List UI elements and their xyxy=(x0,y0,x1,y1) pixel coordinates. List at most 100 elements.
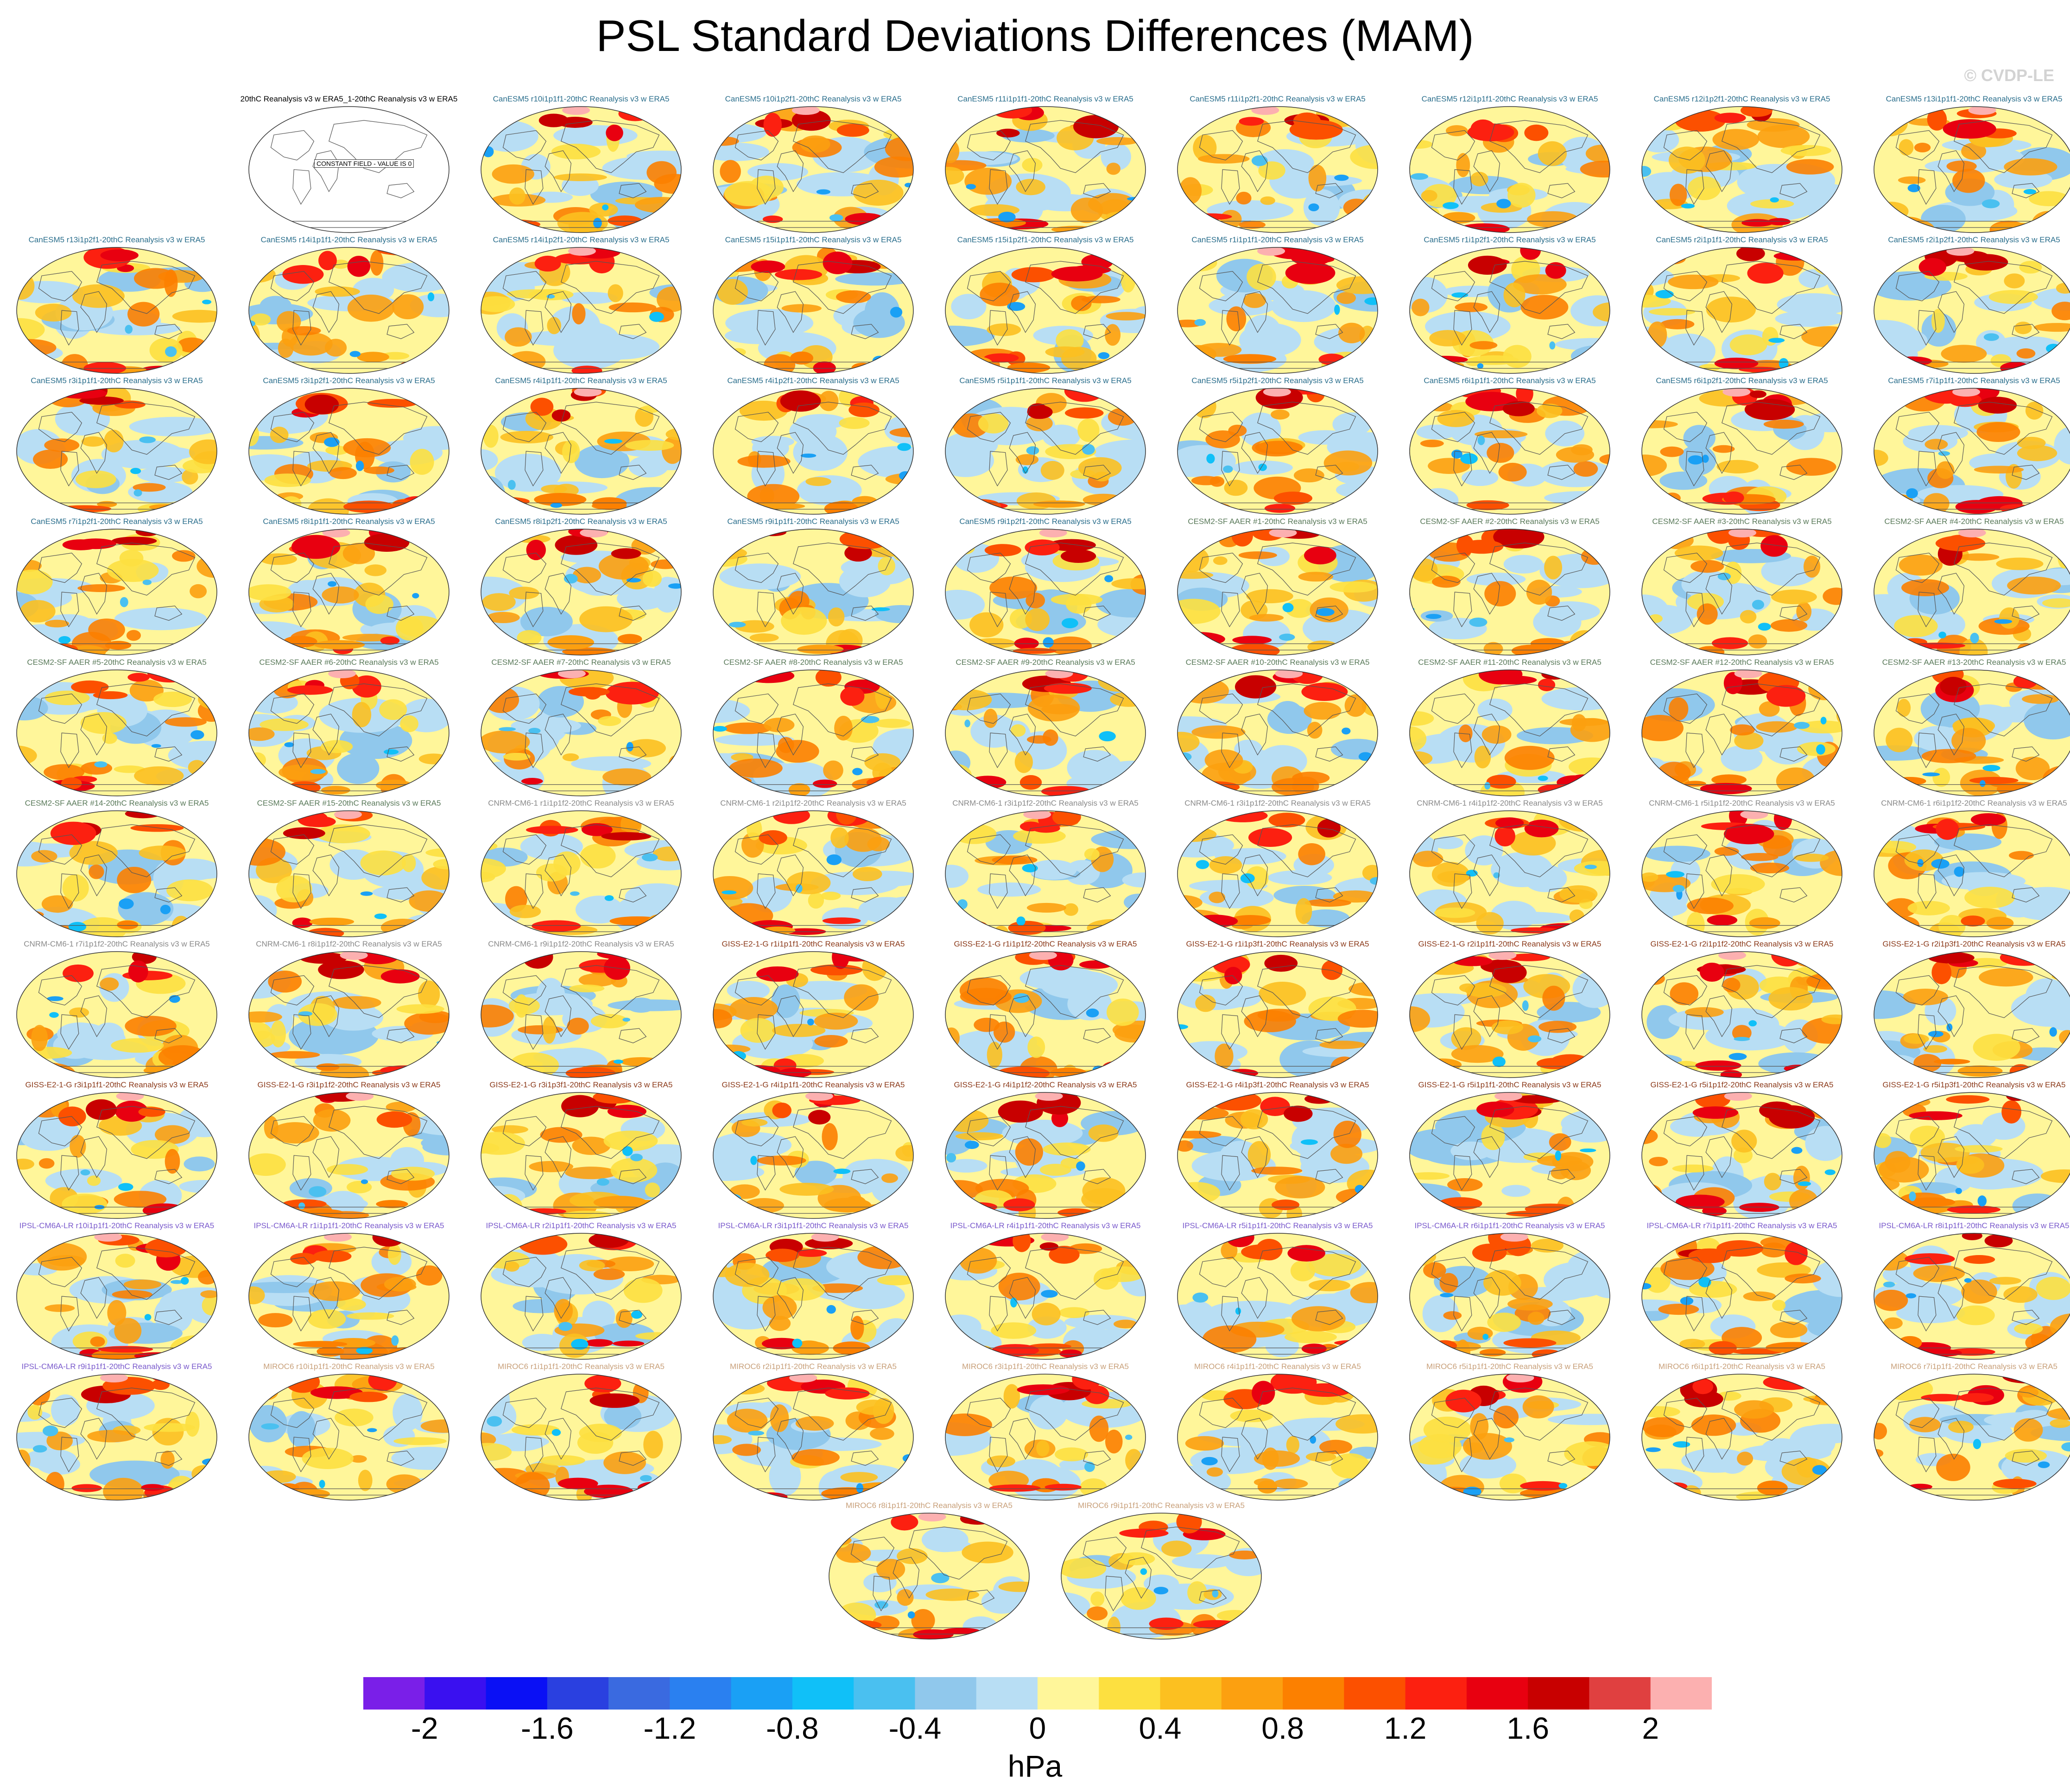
panel-title: MIROC6 r8i1p1f1-20thC Reanalysis v3 w ER… xyxy=(846,1501,1013,1510)
panel-title: MIROC6 r2i1p1f1-20thC Reanalysis v3 w ER… xyxy=(730,1362,897,1371)
panel-title: MIROC6 r6i1p1f1-20thC Reanalysis v3 w ER… xyxy=(1659,1362,1825,1371)
panel-title: CanESM5 r6i1p1f1-20thC Reanalysis v3 w E… xyxy=(1424,376,1596,385)
map-panel: CanESM5 r2i1p1f1-20thC Reanalysis v3 w E… xyxy=(1626,235,1858,375)
globe-map xyxy=(1874,388,2070,515)
globe-map xyxy=(1641,951,1842,1078)
map-panel: MIROC6 r3i1p1f1-20thC Reanalysis v3 w ER… xyxy=(930,1362,1161,1502)
map-panel: CanESM5 r2i1p2f1-20thC Reanalysis v3 w E… xyxy=(1858,235,2070,375)
panel-title: CESM2-SF AAER #11-20thC Reanalysis v3 w … xyxy=(1418,658,1602,667)
panel-title: CanESM5 r2i1p2f1-20thC Reanalysis v3 w E… xyxy=(1888,235,2060,244)
panel-title: CESM2-SF AAER #8-20thC Reanalysis v3 w E… xyxy=(723,658,903,667)
globe-map xyxy=(1177,247,1378,374)
map-panel: CanESM5 r8i1p2f1-20thC Reanalysis v3 w E… xyxy=(465,517,697,657)
map-panel: IPSL-CM6A-LR r7i1p1f1-20thC Reanalysis v… xyxy=(1626,1221,1858,1361)
map-panel: MIROC6 r9i1p1f1-20thC Reanalysis v3 w ER… xyxy=(1045,1501,1277,1641)
globe-map xyxy=(1177,106,1378,233)
globe-map xyxy=(945,1233,1146,1360)
map-panel: GISS-E2-1-G r4i1p1f1-20thC Reanalysis v3… xyxy=(697,1080,929,1220)
panel-title: CanESM5 r2i1p1f1-20thC Reanalysis v3 w E… xyxy=(1656,235,1828,244)
map-panel: CanESM5 r1i1p1f1-20thC Reanalysis v3 w E… xyxy=(1162,235,1393,375)
map-panel: CanESM5 r4i1p1f1-20thC Reanalysis v3 w E… xyxy=(465,376,697,516)
map-panel: CNRM-CM6-1 r3i1p1f2-20thC Reanalysis v3 … xyxy=(1162,799,1393,939)
panel-title: IPSL-CM6A-LR r7i1p1f1-20thC Reanalysis v… xyxy=(1646,1221,1837,1230)
map-panel: CNRM-CM6-1 r4i1p1f2-20thC Reanalysis v3 … xyxy=(1394,799,1626,939)
globe-map xyxy=(16,388,217,515)
panel-title: CESM2-SF AAER #3-20thC Reanalysis v3 w E… xyxy=(1652,517,1832,526)
globe-map xyxy=(1409,247,1610,374)
globe-map xyxy=(481,810,682,937)
map-panel: CanESM5 r7i1p2f1-20thC Reanalysis v3 w E… xyxy=(1,517,233,657)
panel-title: CESM2-SF AAER #1-20thC Reanalysis v3 w E… xyxy=(1188,517,1367,526)
colorbar-swatch xyxy=(424,1677,487,1710)
globe-map xyxy=(248,388,449,515)
globe-map xyxy=(1061,1513,1262,1640)
globe-map xyxy=(829,1513,1030,1640)
panel-title: CanESM5 r14i1p2f1-20thC Reanalysis v3 w … xyxy=(493,235,670,244)
map-panel: IPSL-CM6A-LR r3i1p1f1-20thC Reanalysis v… xyxy=(697,1221,929,1361)
globe-map xyxy=(1641,1374,1842,1501)
colorbar-swatch xyxy=(1528,1677,1590,1710)
panel-title: GISS-E2-1-G r3i1p1f1-20thC Reanalysis v3… xyxy=(25,1080,209,1089)
globe-map xyxy=(713,106,914,233)
constant-field-note: CONSTANT FIELD - VALUE IS 0 xyxy=(314,159,414,168)
map-panel: CanESM5 r3i1p1f1-20thC Reanalysis v3 w E… xyxy=(1,376,233,516)
globe-map xyxy=(1874,1374,2070,1501)
panel-title: CanESM5 r9i1p1f1-20thC Reanalysis v3 w E… xyxy=(727,517,899,526)
panel-title: GISS-E2-1-G r4i1p1f1-20thC Reanalysis v3… xyxy=(722,1080,905,1089)
figure-title: PSL Standard Deviations Differences (MAM… xyxy=(596,11,1474,61)
panel-title: CNRM-CM6-1 r1i1p1f2-20thC Reanalysis v3 … xyxy=(488,799,674,808)
map-panel: CESM2-SF AAER #8-20thC Reanalysis v3 w E… xyxy=(697,658,929,798)
globe-map xyxy=(481,951,682,1078)
globe-map xyxy=(1177,388,1378,515)
panel-title: GISS-E2-1-G r2i1p1f2-20thC Reanalysis v3… xyxy=(1650,940,1834,948)
colorbar-tick-label: 0 xyxy=(1029,1711,1046,1745)
globe-map xyxy=(248,529,449,656)
map-panel: CanESM5 r10i1p1f1-20thC Reanalysis v3 w … xyxy=(465,95,697,234)
map-panel: GISS-E2-1-G r3i1p1f2-20thC Reanalysis v3… xyxy=(233,1080,465,1220)
panel-title: IPSL-CM6A-LR r2i1p1f1-20thC Reanalysis v… xyxy=(486,1221,677,1230)
panel-title: IPSL-CM6A-LR r5i1p1f1-20thC Reanalysis v… xyxy=(1182,1221,1373,1230)
panel-title: GISS-E2-1-G r3i1p3f1-20thC Reanalysis v3… xyxy=(489,1080,673,1089)
map-panel: CanESM5 r11i1p2f1-20thC Reanalysis v3 w … xyxy=(1162,95,1393,234)
map-panel: CanESM5 r5i1p1f1-20thC Reanalysis v3 w E… xyxy=(930,376,1161,516)
globe-map xyxy=(16,1233,217,1360)
panel-title: CanESM5 r13i1p1f1-20thC Reanalysis v3 w … xyxy=(1886,95,2063,103)
map-panel: CNRM-CM6-1 r8i1p1f2-20thC Reanalysis v3 … xyxy=(233,940,465,1079)
panel-title: CESM2-SF AAER #12-20thC Reanalysis v3 w … xyxy=(1650,658,1834,667)
globe-map xyxy=(713,1374,914,1501)
panel-title: CanESM5 r8i1p1f1-20thC Reanalysis v3 w E… xyxy=(263,517,435,526)
map-panel: IPSL-CM6A-LR r5i1p1f1-20thC Reanalysis v… xyxy=(1162,1221,1393,1361)
panel-title: CanESM5 r4i1p2f1-20thC Reanalysis v3 w E… xyxy=(727,376,899,385)
globe-map xyxy=(1641,1092,1842,1219)
panel-title: CanESM5 r1i1p1f1-20thC Reanalysis v3 w E… xyxy=(1191,235,1364,244)
panel-title: GISS-E2-1-G r4i1p3f1-20thC Reanalysis v3… xyxy=(1186,1080,1369,1089)
globe-map xyxy=(16,669,217,796)
globe-map xyxy=(481,247,682,374)
map-panel: CanESM5 r13i1p2f1-20thC Reanalysis v3 w … xyxy=(1,235,233,375)
map-panel: GISS-E2-1-G r1i1p1f2-20thC Reanalysis v3… xyxy=(930,940,1161,1079)
panel-title: CanESM5 r8i1p2f1-20thC Reanalysis v3 w E… xyxy=(495,517,667,526)
panel-title: IPSL-CM6A-LR r6i1p1f1-20thC Reanalysis v… xyxy=(1414,1221,1605,1230)
map-panel: GISS-E2-1-G r4i1p3f1-20thC Reanalysis v3… xyxy=(1162,1080,1393,1220)
map-panel: MIROC6 r6i1p1f1-20thC Reanalysis v3 w ER… xyxy=(1626,1362,1858,1502)
panel-title: CESM2-SF AAER #7-20thC Reanalysis v3 w E… xyxy=(491,658,671,667)
panel-title: CanESM5 r14i1p1f1-20thC Reanalysis v3 w … xyxy=(260,235,437,244)
panel-title: CanESM5 r3i1p2f1-20thC Reanalysis v3 w E… xyxy=(263,376,435,385)
panel-title: CNRM-CM6-1 r7i1p1f2-20thC Reanalysis v3 … xyxy=(24,940,210,948)
panel-title: IPSL-CM6A-LR r3i1p1f1-20thC Reanalysis v… xyxy=(718,1221,909,1230)
map-panel: CanESM5 r15i1p2f1-20thC Reanalysis v3 w … xyxy=(930,235,1161,375)
panel-title: MIROC6 r9i1p1f1-20thC Reanalysis v3 w ER… xyxy=(1078,1501,1245,1510)
panel-title: MIROC6 r1i1p1f1-20thC Reanalysis v3 w ER… xyxy=(498,1362,665,1371)
map-panel: MIROC6 r5i1p1f1-20thC Reanalysis v3 w ER… xyxy=(1394,1362,1626,1502)
globe-map xyxy=(1874,1233,2070,1360)
map-panel: CESM2-SF AAER #9-20thC Reanalysis v3 w E… xyxy=(930,658,1161,798)
panel-title: MIROC6 r7i1p1f1-20thC Reanalysis v3 w ER… xyxy=(1891,1362,2057,1371)
panel-title: IPSL-CM6A-LR r9i1p1f1-20thC Reanalysis v… xyxy=(21,1362,212,1371)
map-panel: IPSL-CM6A-LR r10i1p1f1-20thC Reanalysis … xyxy=(1,1221,233,1361)
panel-title: CanESM5 r5i1p1f1-20thC Reanalysis v3 w E… xyxy=(959,376,1132,385)
map-panel: CanESM5 r5i1p2f1-20thC Reanalysis v3 w E… xyxy=(1162,376,1393,516)
globe-map xyxy=(16,1092,217,1219)
colorbar-swatch xyxy=(1650,1677,1712,1710)
map-panel: CESM2-SF AAER #11-20thC Reanalysis v3 w … xyxy=(1394,658,1626,798)
globe-map xyxy=(1874,106,2070,233)
